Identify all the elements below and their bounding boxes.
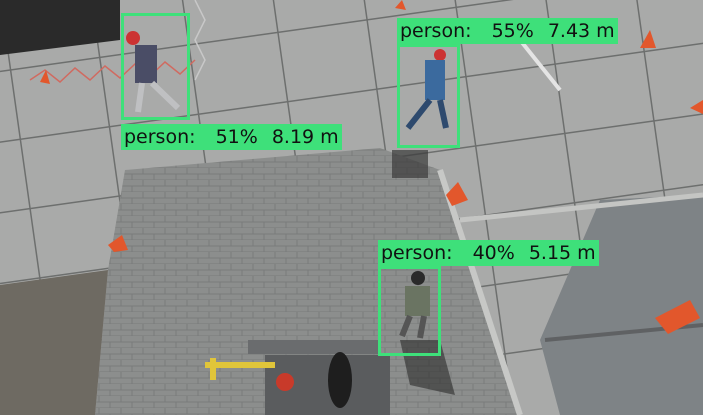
detection-1-text: person: 51% (124, 126, 258, 148)
detection-box-1 (121, 13, 190, 120)
traffic-cones (40, 0, 703, 334)
detection-3-distance: 5.15 m (528, 242, 596, 264)
detection-2-distance: 7.43 m (547, 20, 615, 42)
detection-box-2 (397, 44, 460, 148)
detection-label-3: person: 40% 5.15 m (378, 240, 599, 266)
detection-1-distance: 8.19 m (271, 126, 339, 148)
dirt-patch (0, 270, 108, 415)
person-figure-2 (405, 49, 449, 130)
detection-label-2: person: 55% 7.43 m (397, 18, 618, 44)
shadowed-area (0, 0, 120, 55)
detection-3-text: person: 40% (381, 242, 515, 264)
person-figure-1 (126, 31, 181, 113)
detection-2-text: person: 55% (400, 20, 534, 42)
fence-tape (29, 59, 196, 83)
trailer-equipment (205, 340, 390, 415)
detection-box-3 (378, 266, 441, 356)
detection-label-1: person: 51% 8.19 m (121, 124, 342, 150)
